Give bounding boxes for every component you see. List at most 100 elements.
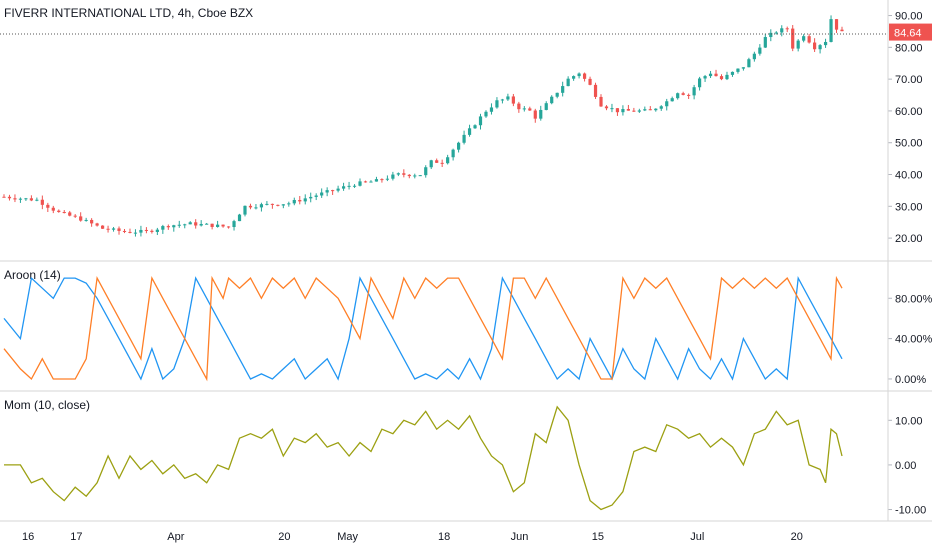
y-tick-label: 30.00 [895,201,923,213]
candle-body [599,96,603,107]
candle-body [194,222,198,226]
candle-body [226,226,231,228]
candle-body [188,222,192,225]
x-tick-label: Jul [690,531,704,543]
y-tick-label: 40.00% [895,334,932,346]
candle-body [747,59,751,68]
candle-body [369,181,373,183]
candle-body [769,32,773,38]
candle-body [309,196,313,199]
candle-body [703,76,707,79]
x-tick-label: 18 [438,531,450,543]
candle-body [484,111,488,117]
candle-body [287,203,291,205]
candle-body [692,87,696,96]
chart-title: FIVERR INTERNATIONAL LTD, 4h, Cboe BZX [4,6,254,20]
candle-body [62,212,66,214]
candle-body [708,73,713,77]
candle-body [725,74,729,80]
candle-body [500,99,505,101]
candle-body [561,86,565,93]
candle-body [29,198,33,201]
candle-body [555,92,559,97]
candle-body [325,190,329,193]
y-tick-label: 50.00 [895,138,923,150]
candle-body [615,108,620,113]
candle-body [385,178,389,180]
candle-body [796,40,800,49]
candle-body [758,47,762,54]
candle-body [139,229,143,233]
candle-body [435,160,439,163]
candle-body [155,229,159,232]
candle-body [736,68,740,72]
candle-body [473,125,477,129]
candle-body [785,28,789,30]
candle-body [577,73,581,77]
candle-body [424,167,428,176]
candle-body [144,229,149,231]
candle-body [495,100,499,108]
candle-body [248,205,253,208]
candle-body [380,179,384,181]
candle-body [117,228,121,231]
candle-body [336,188,340,191]
candle-body [802,36,806,41]
candle-body [741,67,746,69]
candle-body [331,190,335,192]
aroon-series-line [3,275,843,382]
candle-body [665,101,669,107]
candle-body [528,108,532,111]
candle-body [57,210,61,213]
candle-body [51,207,55,211]
candle-body [544,103,548,110]
candle-body [582,73,587,79]
candle-body [183,224,187,226]
candle-body [818,45,822,50]
candle-body [100,225,105,229]
candle-body [352,185,357,187]
candle-body [522,108,526,110]
candle-body [161,226,165,230]
candle-body [374,179,379,182]
candle-body [347,185,351,187]
candle-body [791,28,795,49]
x-tick-label: May [337,531,358,543]
y-tick-label: 0.00 [895,460,916,472]
candle-body [632,110,636,112]
candle-body [697,78,702,88]
candle-body [40,199,44,205]
candle-body [572,76,576,79]
candle-body [314,195,318,197]
candle-body [150,230,154,232]
x-tick-label: 15 [592,531,604,543]
candles [2,15,844,237]
candle-body [823,41,828,46]
momentum-pane: 10.00 0.00 -10.00 [4,405,926,517]
candle-body [637,110,641,112]
candle-body [506,96,510,100]
price-pane: 90.00 80.00 70.00 60.00 50.00 40.00 30.00 20.00… [0,11,932,245]
candle-body [396,173,400,175]
y-tick-label: 10.00 [895,415,923,427]
candle-body [90,219,94,224]
candle-body [446,157,450,164]
candle-body [210,223,214,227]
candle-body [813,42,817,50]
candle-body [298,199,302,202]
candle-body [687,94,691,96]
candle-body [462,134,466,143]
candle-body [358,181,362,186]
candle-body [270,203,274,205]
candle-body [111,228,116,230]
momentum-panel-title: Mom (10, close) [4,398,91,412]
candle-body [643,109,647,111]
candle-body [719,76,724,80]
candle-body [681,93,685,95]
candle-body [79,216,83,221]
candle-body [73,215,77,217]
y-tick-label: 40.00 [895,170,923,182]
candle-body [621,109,625,113]
y-tick-label: 80.00 [895,42,923,54]
